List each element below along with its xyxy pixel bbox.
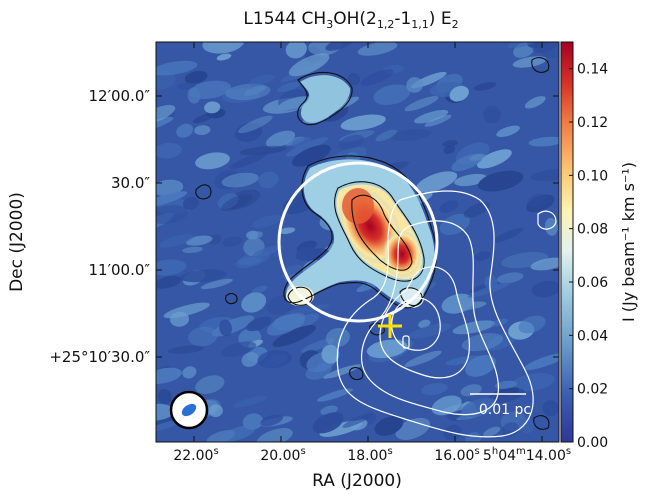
colorbar-tick-label: 0.00 <box>577 435 608 451</box>
y-axis-label: Dec (J2000) <box>7 192 27 292</box>
x-tick-label: 5h04m14.00s <box>483 446 571 464</box>
colorbar-tick-label: 0.02 <box>577 382 608 398</box>
y-tick-label: 11′00.0″ <box>89 261 151 279</box>
colorbar-tick-label: 0.14 <box>577 62 608 78</box>
continuum-peak-marker <box>378 314 402 338</box>
x-axis-label: RA (J2000) <box>312 471 402 491</box>
x-tick-label: 22.00s <box>173 446 218 464</box>
x-tick-label: 18.00s <box>347 446 392 464</box>
colorbar-label: I (Jy beam⁻¹ km s⁻¹) <box>619 162 638 322</box>
colorbar-tick-label: 0.06 <box>577 275 608 291</box>
figure-title: L1544 CH3OH(21,2-11,1) E2 <box>243 9 458 31</box>
emission-map: 0.01 pc <box>156 42 559 442</box>
y-tick-label: +25°10′30.0″ <box>49 348 150 366</box>
colorbar-tick-label: 0.10 <box>577 168 608 184</box>
y-tick-label: 30.0″ <box>111 174 150 192</box>
colorbar-ticks: 0.14 0.12 0.10 0.08 0.06 0.04 0.02 0.00 <box>569 62 608 451</box>
x-tick-labels: 22.00s 20.00s 18.00s 16.00s 5h04m14.00s <box>173 446 571 464</box>
map-frame <box>155 41 560 443</box>
colorbar-tick-label: 0.12 <box>577 115 608 131</box>
x-tick-label: 20.00s <box>260 446 305 464</box>
y-tick-label: 12′00.0″ <box>89 87 151 105</box>
beam-ellipse <box>181 403 197 417</box>
colorbar <box>560 41 574 443</box>
x-tick-marks <box>193 42 543 442</box>
emission-peak-3 <box>342 188 374 224</box>
colorbar-tick-label: 0.08 <box>577 222 608 238</box>
y-tick-marks <box>156 95 559 358</box>
scale-bar-label: 0.01 pc <box>479 402 531 418</box>
emission-peak-2 <box>382 230 422 278</box>
beam-circle <box>277 161 439 323</box>
x-tick-label: 16.00s <box>434 446 479 464</box>
colorbar-tick-label: 0.04 <box>577 328 608 344</box>
y-tick-labels: 12′00.0″ 30.0″ 11′00.0″ +25°10′30.0″ <box>49 87 150 366</box>
emission-blob-north <box>300 75 351 123</box>
